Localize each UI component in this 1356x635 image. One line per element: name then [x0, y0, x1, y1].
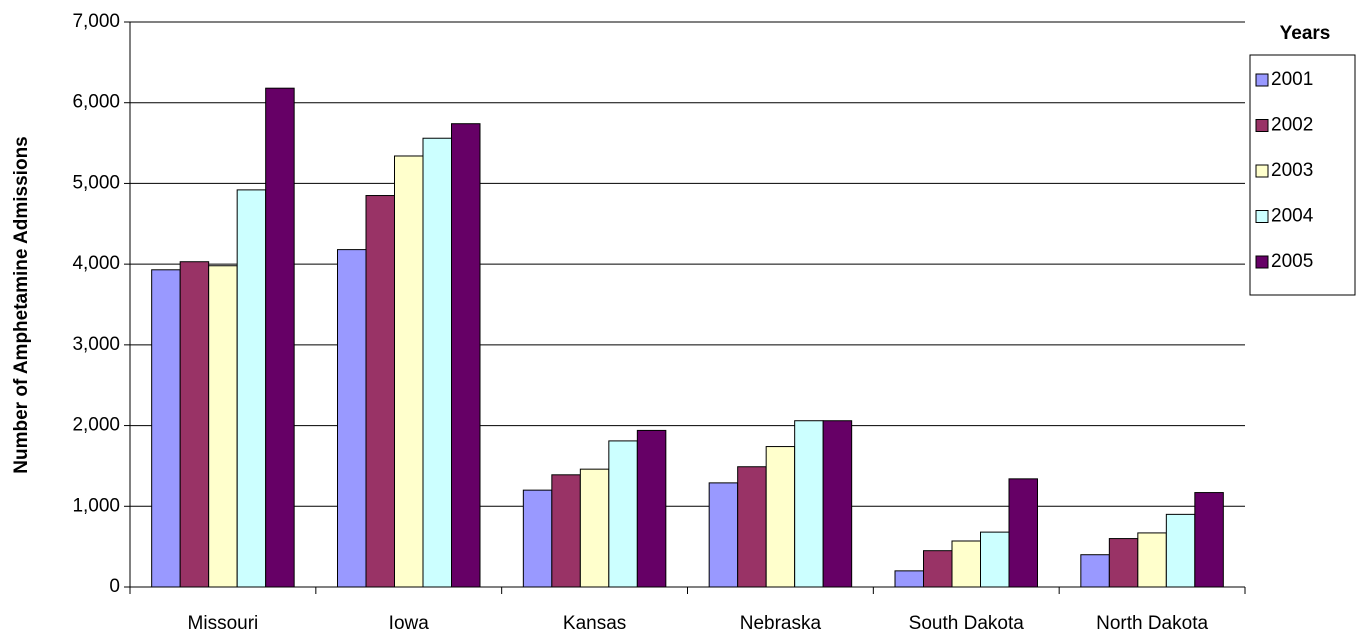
legend-swatch — [1255, 119, 1269, 132]
bar — [794, 420, 824, 588]
legend-swatch — [1255, 210, 1269, 223]
bar — [822, 420, 853, 588]
legend-title: Years — [1280, 23, 1331, 44]
y-tick-label: 5,000 — [72, 172, 120, 193]
bar — [1108, 538, 1139, 588]
bar — [1080, 554, 1110, 588]
bar — [151, 269, 181, 588]
bar — [365, 195, 395, 588]
bar — [980, 531, 1010, 588]
bar — [608, 440, 638, 588]
legend-label: 2001 — [1271, 69, 1313, 90]
y-axis-label: Number of Amphetamine Admissions — [11, 136, 32, 473]
bar — [923, 550, 953, 588]
bar — [765, 446, 796, 588]
legend-label: 2004 — [1271, 206, 1314, 227]
y-tick-label: 0 — [109, 576, 120, 597]
y-tick-label: 2,000 — [72, 415, 120, 436]
y-tick-label: 1,000 — [72, 495, 120, 516]
bar — [1165, 513, 1196, 588]
bar — [1137, 532, 1167, 588]
bar — [636, 429, 667, 588]
x-tick-label: Kansas — [563, 613, 626, 634]
bar — [951, 540, 981, 588]
bar — [1008, 478, 1038, 588]
bar — [737, 466, 767, 588]
x-tick-label: Iowa — [389, 613, 430, 634]
bar — [894, 570, 924, 588]
legend-label: 2003 — [1271, 160, 1313, 181]
bar — [179, 261, 210, 588]
bar — [551, 474, 581, 588]
legend-swatch — [1255, 164, 1269, 178]
bar — [422, 137, 452, 588]
x-tick-label: South Dakota — [909, 613, 1025, 634]
y-tick-label: 3,000 — [72, 334, 120, 355]
bar — [1194, 492, 1224, 588]
legend-label: 2005 — [1271, 251, 1313, 272]
bar — [579, 468, 610, 588]
y-tick-label: 4,000 — [72, 253, 120, 274]
bar — [337, 249, 367, 588]
bar — [394, 155, 424, 588]
legend-swatch — [1255, 73, 1269, 87]
x-tick-label: Missouri — [188, 613, 259, 634]
bar — [236, 189, 267, 588]
legend-label: 2002 — [1271, 115, 1313, 136]
legend-swatch — [1255, 255, 1269, 269]
bar — [208, 265, 238, 588]
bar — [522, 489, 553, 588]
x-tick-label: North Dakota — [1096, 613, 1208, 634]
bar — [451, 123, 481, 588]
bar — [708, 482, 739, 588]
y-tick-label: 6,000 — [72, 92, 120, 113]
bar — [265, 87, 295, 588]
y-tick-label: 7,000 — [72, 11, 120, 32]
x-tick-label: Nebraska — [740, 613, 822, 634]
